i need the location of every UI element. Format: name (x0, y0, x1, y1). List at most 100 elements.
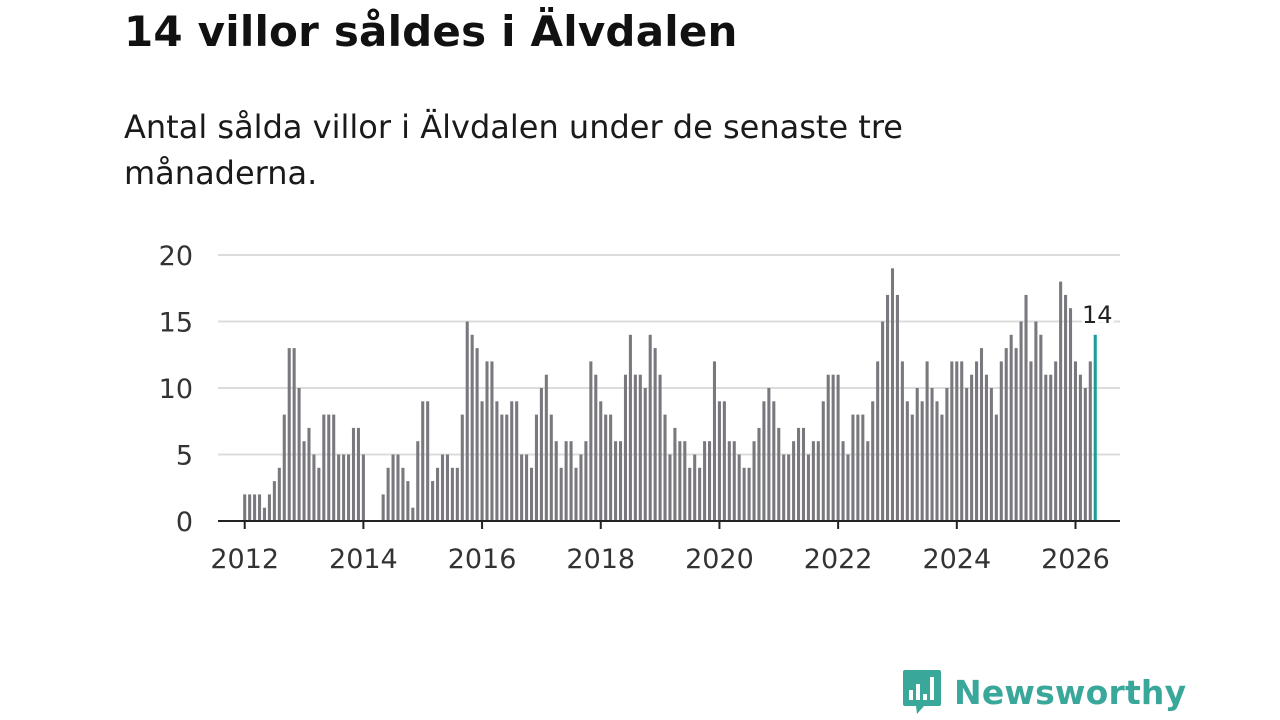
bar (792, 441, 796, 521)
bar (559, 467, 563, 521)
bar (757, 427, 761, 521)
bar (262, 507, 267, 521)
bar (272, 481, 276, 521)
bar (465, 321, 469, 521)
bar (871, 401, 875, 521)
x-tick-label: 2020 (685, 544, 754, 575)
bar (935, 401, 939, 521)
bar (356, 427, 360, 521)
bar (984, 374, 988, 521)
bar (628, 334, 632, 521)
bar (490, 361, 494, 521)
x-tick-label: 2022 (804, 544, 873, 575)
y-tick-label: 10 (159, 374, 193, 405)
bar (950, 361, 954, 521)
bar (698, 467, 702, 521)
bar (876, 361, 880, 521)
bar (347, 454, 351, 521)
bar (653, 348, 657, 521)
x-tick-label: 2014 (329, 544, 398, 575)
bar (678, 441, 682, 521)
bar (787, 454, 791, 521)
x-tick-label: 2026 (1041, 544, 1110, 575)
bar (989, 388, 993, 521)
bar (337, 454, 341, 521)
bar (821, 401, 825, 521)
bar (683, 441, 687, 521)
bar (327, 414, 331, 521)
bar (643, 388, 647, 521)
bar (322, 414, 326, 521)
bar (1014, 348, 1018, 521)
bar (905, 401, 909, 521)
bar (277, 467, 281, 521)
bar (455, 467, 459, 521)
axes (218, 520, 1120, 529)
bar (317, 467, 321, 521)
bar (930, 388, 934, 521)
bar (717, 401, 721, 521)
bar (920, 401, 924, 521)
bar (440, 454, 445, 521)
bar (915, 388, 919, 521)
bar (806, 454, 810, 521)
bar (994, 414, 998, 521)
bar (940, 414, 944, 521)
bar (707, 441, 712, 521)
bar (539, 388, 543, 521)
bar (816, 441, 820, 521)
bar (1009, 334, 1013, 521)
bar (500, 414, 504, 521)
bar (599, 401, 603, 521)
bar (391, 454, 395, 521)
bar (633, 374, 637, 521)
bar (623, 374, 628, 521)
bar (801, 427, 806, 521)
bar (445, 454, 449, 521)
bar (826, 374, 830, 521)
bar (712, 361, 717, 521)
bar (752, 441, 756, 521)
bar (762, 401, 766, 521)
bar (772, 401, 776, 521)
bar (475, 348, 479, 521)
bar (866, 441, 870, 521)
bar (569, 441, 573, 521)
newsworthy-logo-icon (903, 670, 941, 714)
bar (727, 441, 731, 521)
x-tick-label: 2012 (210, 544, 279, 575)
bar (975, 361, 979, 521)
x-tick-label: 2016 (448, 544, 517, 575)
bar (287, 348, 291, 521)
y-tick-label: 0 (176, 507, 193, 538)
bar (243, 494, 247, 521)
bar (797, 427, 801, 521)
bar (421, 401, 425, 521)
x-tick-label: 2024 (922, 544, 991, 575)
bar (811, 441, 815, 521)
bar (589, 361, 593, 521)
bars (243, 268, 1097, 521)
bar (747, 467, 751, 521)
bar (658, 374, 662, 521)
chart-subtitle: Antal sålda villor i Älvdalen under de s… (124, 108, 903, 192)
bar (1088, 361, 1092, 521)
bar (460, 414, 464, 521)
bar (693, 454, 697, 521)
bar (1024, 294, 1028, 521)
bar (925, 361, 929, 521)
bar (836, 374, 840, 521)
bar (267, 494, 271, 521)
bar (663, 414, 667, 521)
bar (1078, 374, 1082, 521)
bar (1068, 308, 1073, 521)
bar (495, 401, 499, 521)
bar (436, 467, 440, 521)
y-tick-label: 20 (159, 241, 193, 272)
bar (614, 441, 618, 521)
bar (282, 414, 286, 521)
bar (292, 348, 296, 521)
bar (604, 414, 608, 521)
